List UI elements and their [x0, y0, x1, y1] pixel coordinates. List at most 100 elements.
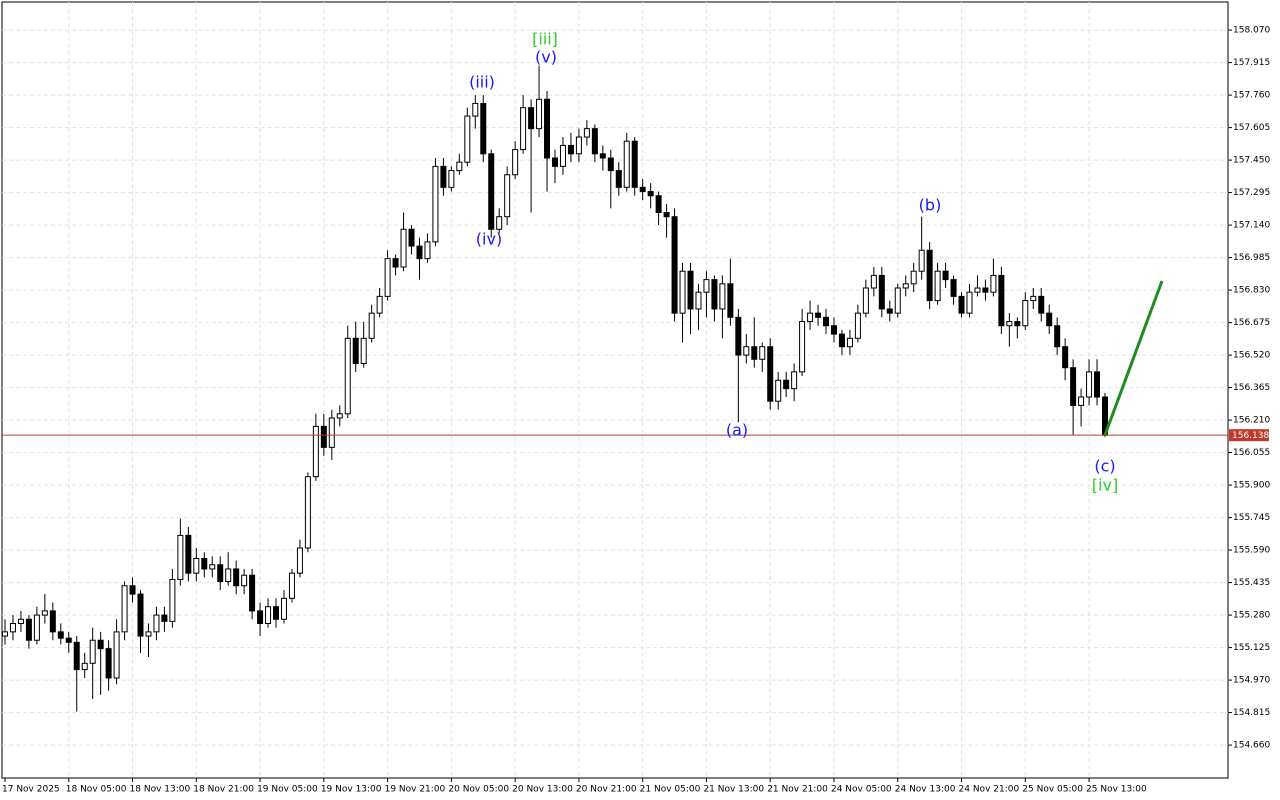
candle-body: [838, 333, 845, 348]
candle-body: [655, 195, 662, 214]
candle-body: [1062, 346, 1069, 369]
candle-body: [81, 662, 88, 671]
candle-body: [9, 622, 16, 633]
candle-body: [631, 140, 638, 188]
candle-body: [384, 258, 391, 297]
candle-body: [1094, 371, 1101, 398]
candle-body: [862, 287, 869, 314]
candle-body: [942, 270, 949, 281]
grid: [2, 2, 1228, 778]
candle-body: [687, 270, 694, 310]
candle-body: [791, 371, 798, 390]
candle-body: [1086, 371, 1093, 398]
y-tick-label: 155.125: [1233, 643, 1270, 653]
candle-body: [615, 170, 622, 188]
candle-body: [185, 534, 192, 574]
candle-body: [536, 98, 543, 130]
candle-body: [1022, 300, 1029, 327]
candle-body: [823, 316, 830, 327]
candle-body: [583, 128, 590, 138]
overlay: 156.138 [iii](v) (iii) (iv) (a) (b) (c)[iv]: [2, 30, 1269, 495]
candle-body: [336, 413, 343, 419]
candle-body: [982, 287, 989, 293]
candle-body: [623, 140, 630, 188]
candle-body: [97, 639, 104, 650]
candle-body: [105, 648, 112, 679]
candle-body: [719, 283, 726, 310]
wave-label: (a): [726, 421, 748, 440]
candle-body: [974, 287, 981, 293]
x-tick-label: 21 Nov 05:00: [640, 785, 701, 795]
candle-body: [448, 170, 455, 188]
candle-body: [113, 631, 120, 679]
wave-label: [iii]: [532, 30, 558, 49]
candle-body: [73, 641, 80, 671]
candle-body: [934, 270, 941, 302]
candle-body: [360, 337, 367, 364]
y-tick-label: 157.605: [1233, 123, 1270, 133]
candle-body: [57, 631, 64, 639]
x-tick-label: 18 Nov 21:00: [193, 785, 254, 795]
candle-body: [344, 337, 351, 415]
candle-body: [480, 102, 487, 155]
y-tick-label: 154.660: [1233, 741, 1270, 751]
wave-label: (b): [919, 196, 942, 215]
candle-body: [376, 295, 383, 314]
candle-body: [926, 249, 933, 302]
candle-body: [735, 316, 742, 356]
candle-body: [575, 136, 582, 155]
candle-body: [679, 270, 686, 314]
candle-body: [177, 534, 184, 580]
candle-body: [1014, 321, 1021, 327]
candle-body: [695, 291, 702, 310]
candle-body: [886, 308, 893, 314]
x-tick-label: 20 Nov 05:00: [448, 785, 509, 795]
y-tick-label: 158.070: [1233, 26, 1270, 36]
y-tick-label: 155.435: [1233, 578, 1270, 588]
last-price-label: 156.138: [1232, 431, 1269, 441]
candle-body: [33, 614, 40, 641]
candle-body: [400, 228, 407, 268]
candle-body: [711, 279, 718, 310]
candle-body: [265, 606, 272, 624]
candle-body: [567, 144, 574, 155]
y-tick-label: 156.675: [1233, 318, 1270, 328]
candle-body: [209, 564, 216, 570]
candle-body: [1078, 396, 1085, 406]
candle-body: [65, 637, 72, 643]
candle-body: [1070, 367, 1077, 406]
wave-label: [iv]: [1092, 476, 1118, 495]
candle-body: [512, 149, 519, 176]
candle-body: [472, 102, 479, 117]
candle-body: [368, 312, 375, 339]
candle-body: [312, 425, 319, 478]
candle-body: [591, 128, 598, 155]
candle-body: [878, 274, 885, 310]
candle-body: [249, 574, 256, 612]
candle-body: [145, 631, 152, 637]
candle-body: [998, 274, 1005, 327]
candle-body: [392, 258, 399, 268]
candle-body: [273, 606, 280, 620]
y-tick-label: 155.590: [1233, 546, 1270, 556]
candle-body: [89, 639, 96, 664]
candle-body: [520, 107, 527, 151]
candle-body: [257, 610, 264, 624]
x-tick-label: 19 Nov 05:00: [257, 785, 318, 795]
candle-body: [599, 153, 606, 159]
candle-body: [504, 174, 511, 218]
x-tick-label: 20 Nov 21:00: [576, 785, 637, 795]
candle-body: [815, 312, 822, 318]
candle-body: [233, 568, 240, 587]
candle-body: [456, 161, 463, 172]
candle-body: [783, 379, 790, 390]
candle-body: [552, 157, 558, 167]
candle-body: [830, 325, 837, 335]
candle-body: [1006, 321, 1013, 327]
x-tick-label: 21 Nov 21:00: [767, 785, 828, 795]
candle-body: [1054, 325, 1061, 348]
candle-body: [799, 321, 806, 373]
x-tick-label: 18 Nov 05:00: [66, 785, 127, 795]
y-tick-label: 154.970: [1233, 676, 1270, 686]
candle-body: [153, 614, 160, 633]
